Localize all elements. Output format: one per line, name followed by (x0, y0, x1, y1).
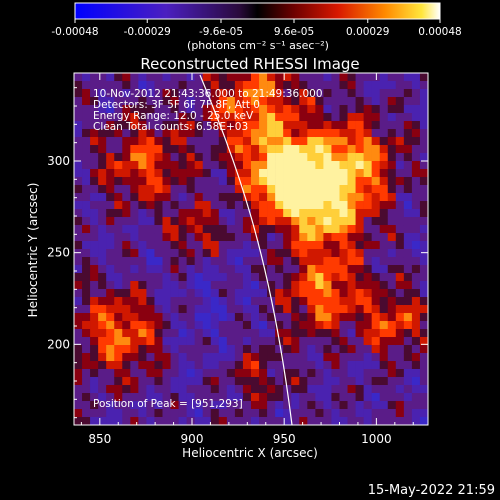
colorbar-tick-label: -0.00029 (124, 26, 171, 38)
peak-position-label: Position of Peak = [951,293] (93, 398, 243, 410)
annotation-energy-range: Energy Range: 12.0 - 25.0 keV (93, 110, 254, 122)
colorbar-tick-label: -0.00048 (51, 26, 98, 38)
colorbar (74, 2, 441, 20)
colorbar-unit-label: (photons cm⁻² s⁻¹ asec⁻²) (187, 39, 329, 52)
footer-timestamp: 15-May-2022 21:59 (368, 483, 495, 498)
heatmap (74, 73, 428, 425)
y-axis-ticks: 200 250 300 (47, 87, 428, 419)
colorbar-tick-label: -9.6e-05 (199, 26, 243, 38)
x-axis-ticks: 850 900 950 1000 (80, 73, 414, 446)
plot-frame (73, 72, 429, 426)
annotation-clean-counts: Clean Total counts: 6.58E+03 (93, 121, 248, 133)
solar-limb-line (199, 74, 293, 425)
x-tick-label: 950 (273, 432, 296, 446)
x-tick-label: 1000 (361, 432, 392, 446)
chart-title: Reconstructed RHESSI Image (140, 55, 359, 73)
x-axis-label: Heliocentric X (arcsec) (182, 446, 318, 460)
y-tick-label: 200 (47, 337, 70, 351)
y-axis-label: Heliocentric Y (arcsec) (26, 183, 40, 318)
annotation-time-range: 10-Nov-2012 21:43:36.000 to 21:49:36.000 (93, 88, 323, 100)
x-tick-label: 850 (88, 432, 111, 446)
colorbar-tick-label: 9.6e-05 (274, 26, 314, 38)
y-tick-label: 300 (47, 154, 70, 168)
colorbar-ticks: -0.00048 -0.00029 -9.6e-05 9.6e-05 0.00029 0.… (51, 19, 462, 38)
colorbar-tick-label: 0.00048 (418, 26, 461, 38)
annotation-detectors: Detectors: 3F 5F 6F 7F 8F, Att 0 (93, 99, 260, 111)
y-tick-label: 250 (47, 246, 70, 260)
colorbar-tick-label: 0.00029 (346, 26, 389, 38)
x-tick-label: 900 (181, 432, 204, 446)
